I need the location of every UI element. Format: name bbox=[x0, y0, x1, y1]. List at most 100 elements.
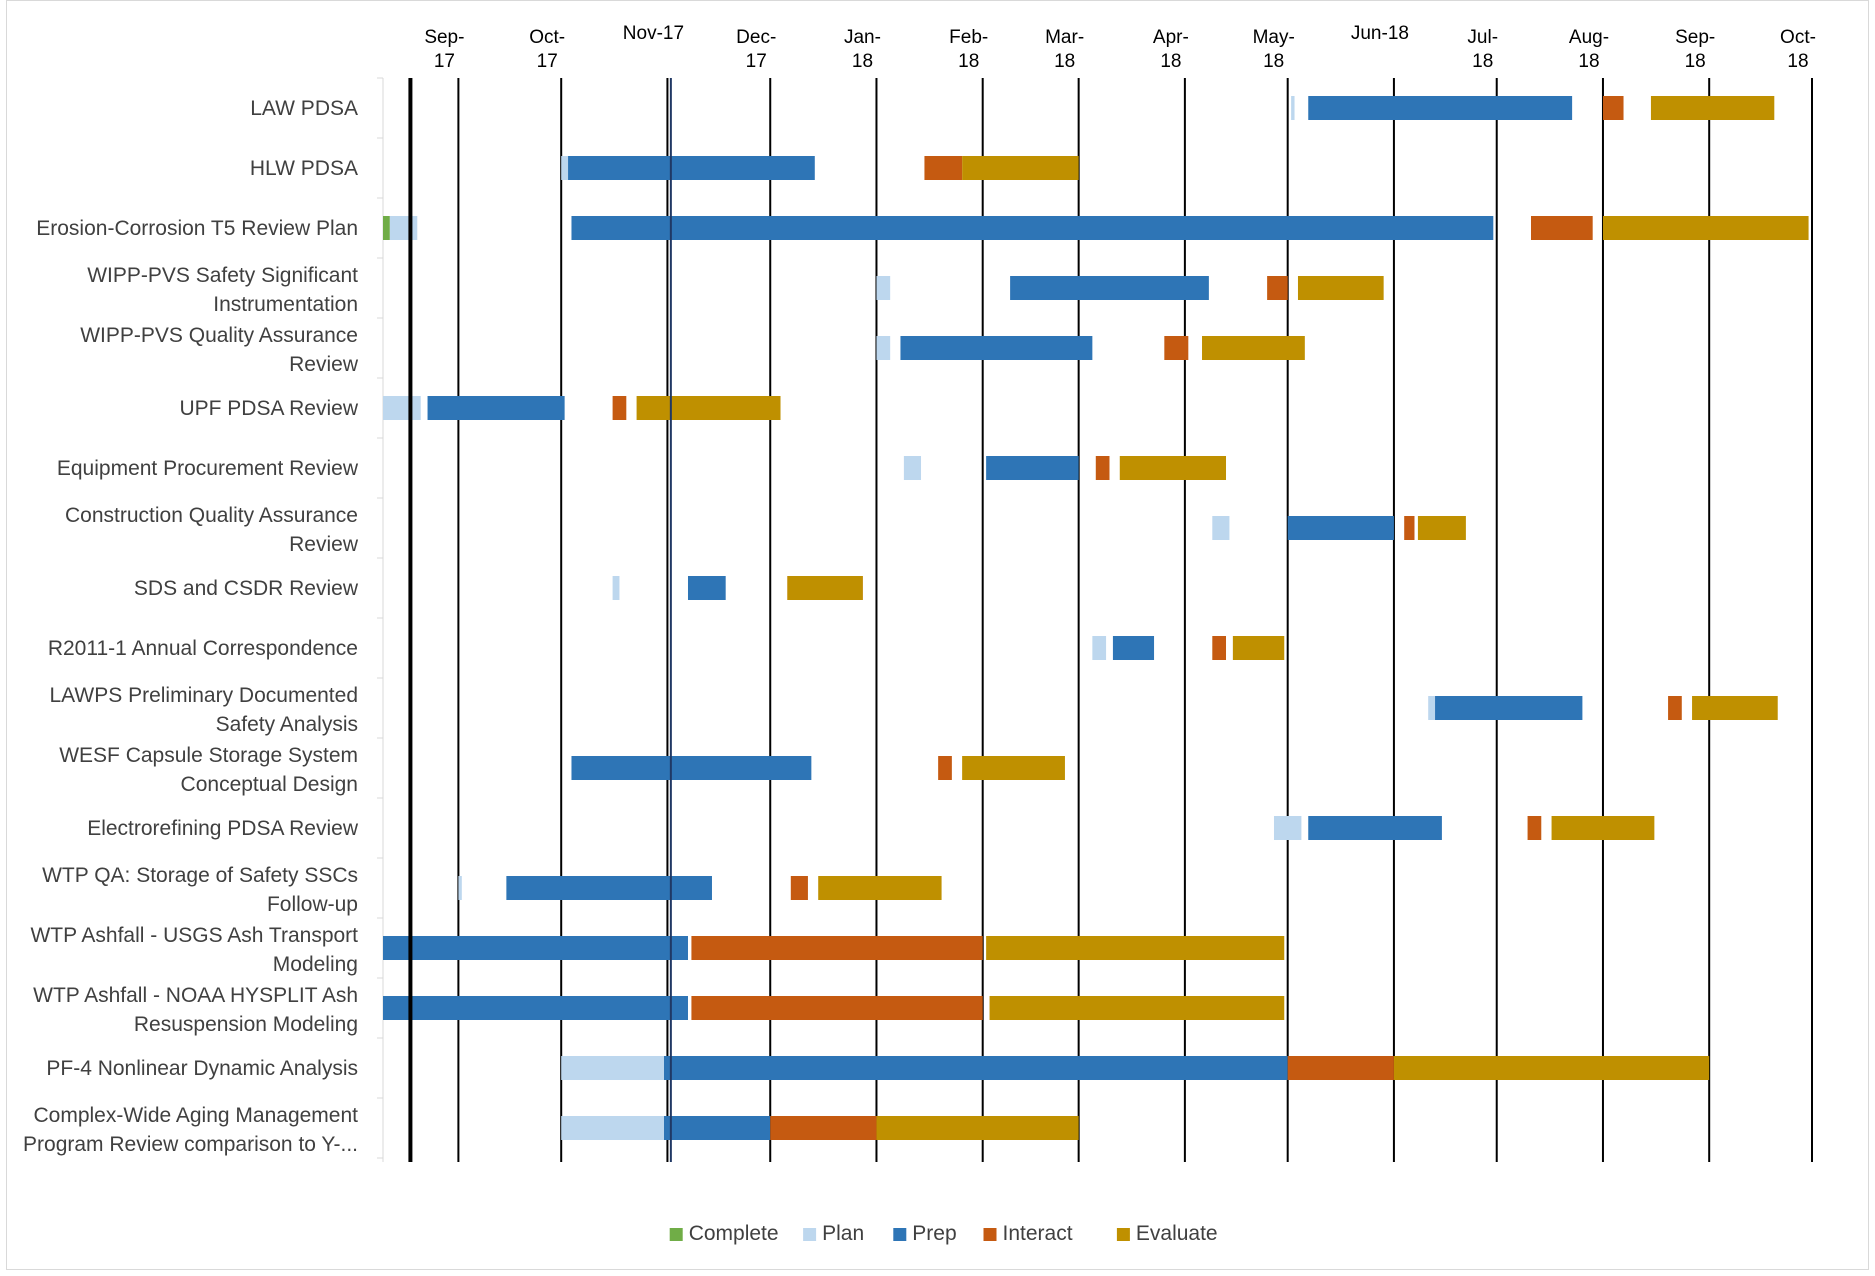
x-tick-label-line: Feb- bbox=[949, 27, 988, 48]
x-tick-label: Sep- 18 bbox=[1675, 27, 1715, 72]
bar-interact bbox=[1164, 336, 1189, 360]
x-tick-label-line: Mar- bbox=[1045, 27, 1084, 48]
legend-swatch-plan bbox=[803, 1228, 817, 1241]
bar-prep bbox=[1287, 516, 1394, 540]
bar-prep bbox=[664, 1116, 771, 1140]
bar-plan bbox=[458, 876, 462, 900]
bar-prep bbox=[571, 216, 1494, 240]
x-tick-label-line: 17 bbox=[746, 51, 767, 72]
bar-plan bbox=[383, 396, 421, 420]
bar-evaluate bbox=[962, 756, 1065, 780]
legend: Complete Plan Prep Interact Evaluate bbox=[669, 1222, 1218, 1245]
bar-plan bbox=[1273, 816, 1302, 840]
x-tick-label-line: 18 bbox=[852, 51, 873, 72]
task-label: WIPP-PVS Safety Significant Instrumentati… bbox=[87, 264, 358, 316]
bar-evaluate bbox=[787, 576, 863, 600]
x-tick-label-line: 17 bbox=[537, 51, 558, 72]
task-label-line: Resuspension Modeling bbox=[134, 1013, 358, 1036]
bar-plan bbox=[389, 216, 418, 240]
task-label: Erosion-Corrosion T5 Review Plan bbox=[36, 217, 358, 240]
bar-prep bbox=[506, 876, 712, 900]
bar-interact bbox=[1267, 276, 1288, 300]
x-tick-label-line: Sep- bbox=[424, 27, 464, 48]
x-tick-label-line: 18 bbox=[1263, 51, 1284, 72]
x-tick-label-line: Sep- bbox=[1675, 27, 1715, 48]
bar-prep bbox=[427, 396, 565, 420]
task-labels: LAW PDSA HLW PDSA Erosion-Corrosion T5 Rev… bbox=[23, 97, 359, 1156]
bar-interact bbox=[1530, 216, 1593, 240]
bar-interact bbox=[1404, 516, 1415, 540]
task-label: Equipment Procurement Review bbox=[57, 457, 359, 480]
bar-interact bbox=[938, 756, 952, 780]
x-tick-label-line: Aug- bbox=[1569, 27, 1609, 48]
legend-swatch-evaluate bbox=[1116, 1228, 1130, 1241]
bar-interact bbox=[612, 396, 627, 420]
legend-label-complete: Complete bbox=[689, 1222, 779, 1245]
bar-evaluate bbox=[986, 936, 1285, 960]
x-tick-label: May- 18 bbox=[1253, 27, 1295, 72]
bar-interact bbox=[1287, 1056, 1394, 1080]
bar-evaluate bbox=[989, 996, 1285, 1020]
bar-plan bbox=[876, 336, 891, 360]
x-tick-label-line: Oct- bbox=[529, 27, 565, 48]
x-tick-label-line: Jan- bbox=[844, 27, 881, 48]
bar-prep bbox=[571, 756, 812, 780]
x-tick-label-line: 18 bbox=[1054, 51, 1075, 72]
bar-interact bbox=[1095, 456, 1110, 480]
bar-evaluate bbox=[1417, 516, 1466, 540]
task-label: WESF Capsule Storage System Conceptual De… bbox=[59, 744, 358, 796]
bar-plan bbox=[1428, 696, 1436, 720]
x-tick-label: Oct- 17 bbox=[529, 27, 565, 72]
task-label-line: WESF Capsule Storage System bbox=[59, 744, 358, 767]
task-bars bbox=[383, 96, 1809, 1140]
legend-label-prep: Prep bbox=[912, 1222, 956, 1245]
bar-interact bbox=[691, 936, 983, 960]
task-label: LAW PDSA bbox=[250, 97, 358, 120]
x-tick-label: Feb- 18 bbox=[949, 27, 988, 72]
x-tick-label: Apr- 18 bbox=[1153, 27, 1189, 72]
bar-prep bbox=[568, 156, 815, 180]
bar-evaluate bbox=[1202, 336, 1305, 360]
gridlines bbox=[377, 77, 1813, 1162]
bar-interact bbox=[1668, 696, 1682, 720]
reference-lines bbox=[408, 78, 672, 1162]
task-label: WIPP-PVS Quality Assurance Review bbox=[80, 324, 359, 376]
bar-prep bbox=[1010, 276, 1209, 300]
bar-interact bbox=[1527, 816, 1542, 840]
task-label: R2011-1 Annual Correspondence bbox=[48, 637, 358, 660]
bar-plan bbox=[903, 456, 922, 480]
task-label-line: WTP QA: Storage of Safety SSCs bbox=[42, 864, 358, 887]
bar-evaluate bbox=[1119, 456, 1227, 480]
x-tick-label-line: 18 bbox=[1160, 51, 1181, 72]
bar-prep bbox=[986, 456, 1079, 480]
task-label-line: Instrumentation bbox=[213, 293, 358, 316]
bar-prep bbox=[687, 576, 726, 600]
bar-plan bbox=[561, 1056, 665, 1080]
x-tick-label-line: 18 bbox=[1685, 51, 1706, 72]
bar-prep bbox=[664, 1056, 1288, 1080]
bar-interact bbox=[790, 876, 808, 900]
x-tick-label-line: 18 bbox=[1578, 51, 1599, 72]
x-tick-label-line: 18 bbox=[1787, 51, 1808, 72]
task-label-line: Follow-up bbox=[267, 893, 358, 916]
legend-swatch-prep bbox=[893, 1228, 907, 1241]
task-label-line: Construction Quality Assurance bbox=[65, 504, 358, 527]
bar-plan bbox=[561, 156, 569, 180]
bar-evaluate bbox=[818, 876, 942, 900]
bar-evaluate bbox=[1393, 1056, 1710, 1080]
bar-prep bbox=[900, 336, 1093, 360]
bar-evaluate bbox=[876, 1116, 1079, 1140]
x-tick-label: Nov-17 bbox=[623, 23, 684, 44]
bar-evaluate bbox=[1602, 216, 1809, 240]
legend-label-interact: Interact bbox=[1003, 1222, 1073, 1245]
x-tick-label-line: 18 bbox=[1472, 51, 1493, 72]
bar-evaluate bbox=[1232, 636, 1285, 660]
x-tick-label-line: 17 bbox=[434, 51, 455, 72]
task-label: Electrorefining PDSA Review bbox=[87, 817, 359, 840]
bar-evaluate bbox=[636, 396, 781, 420]
task-label-line: Program Review comparison to Y-... bbox=[23, 1133, 358, 1156]
task-label-line: Conceptual Design bbox=[181, 773, 358, 796]
task-label: WTP Ashfall - USGS Ash Transport Modeling bbox=[30, 924, 358, 976]
x-tick-label-line: May- bbox=[1253, 27, 1295, 48]
